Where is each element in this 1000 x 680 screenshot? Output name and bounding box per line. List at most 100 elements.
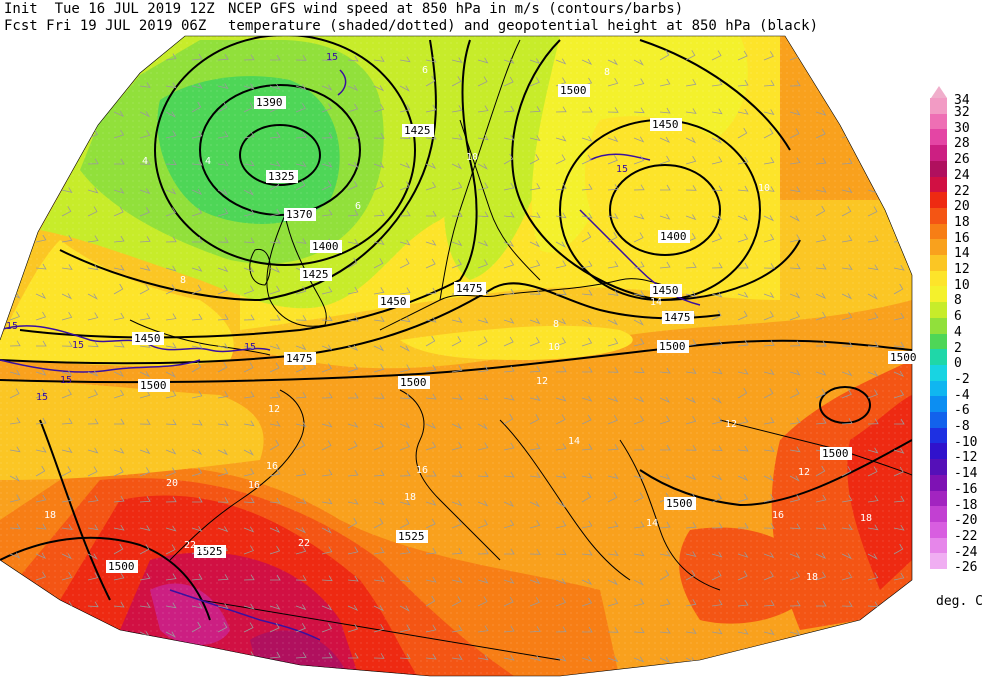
wind-barb [165,419,177,426]
temperature-label: 6 [422,65,428,76]
wind-barb [113,206,124,217]
wind-barb [399,653,411,660]
wind-barb [113,630,125,637]
wind-barb [607,184,619,191]
wind-barb [607,396,619,403]
wind-barb [711,599,723,607]
wind-barb [217,54,229,61]
wind-barb [399,547,411,555]
wind-barb [87,447,99,454]
wind-barb [841,293,853,300]
wind-barb [295,527,307,534]
wind-barb [217,449,229,456]
wind-barb [113,81,125,88]
wind-barb [165,82,177,89]
wind-barb [35,186,47,193]
wind-barb [477,240,489,247]
wind-barb [9,128,20,139]
wind-barb [711,291,723,298]
wind-barb [321,469,333,477]
wind-barb [581,395,593,402]
wind-barb [893,187,905,194]
wind-barb [451,57,463,64]
colorbar-label: -18 [954,497,978,513]
wind-barb [165,188,177,195]
wind-barb [841,601,853,607]
wind-barb [35,446,47,453]
height-label: 1500 [400,376,427,389]
height-label-bg [662,311,694,324]
wind-barb [555,655,567,662]
wind-barb [659,107,671,114]
wind-barb [659,656,671,663]
wind-barb [685,262,697,269]
wind-barb [373,605,385,612]
wind-barb [113,572,125,581]
wind-barb [503,596,514,607]
wind-barb [165,111,176,118]
wind-barb [373,518,384,529]
wind-barb [581,655,593,662]
wind-barb [893,52,905,61]
wind-barb [347,161,359,168]
wind-barb [425,75,436,87]
wind-barb [607,367,619,373]
wind-barb [581,231,592,243]
wind-barb [867,264,879,271]
wind-barb [425,653,437,660]
wind-barb [607,550,619,556]
height-label: 1450 [652,118,679,131]
height-label-bg [132,332,164,345]
wind-barb [347,84,359,91]
wind-barb [321,132,333,139]
wind-barb [841,341,853,347]
wind-barb [893,283,904,295]
wind-barb [789,128,800,139]
colorbar-swatch [930,160,947,177]
wind-barb [61,630,73,637]
wind-barb [295,623,306,633]
wind-barb [529,318,541,325]
wind-barb [737,551,749,558]
wind-barb [217,237,229,243]
wind-barb [399,364,411,373]
wind-barb [477,442,489,451]
wind-barb [685,397,697,404]
wind-barb [321,84,333,91]
wind-barb [607,59,619,66]
wind-barb [841,571,853,581]
wind-barb [139,129,151,139]
wind-barb [581,597,593,607]
wind-barb [9,571,20,581]
wind-barb [737,387,748,399]
wind-barb [581,491,592,503]
height-label-bg [106,560,138,573]
colorbar-label: 14 [954,246,970,262]
wind-barb [192,496,203,503]
wind-barb [243,622,254,633]
wind-barb [789,340,801,347]
wind-barb [529,58,541,65]
wind-barb [607,473,619,480]
wind-barb [737,445,749,452]
wind-barb [425,576,437,583]
wind-barb [399,345,410,352]
wind-barb [295,545,307,555]
wind-barb [321,546,333,555]
wind-barb [633,232,644,243]
temperature-label: 16 [266,461,278,472]
wind-barb [893,572,905,581]
wind-barb [789,311,800,321]
wind-barb [737,214,749,221]
wind-barb [165,544,176,555]
wind-barb [529,135,541,142]
wind-barb [503,211,515,218]
wind-barb [659,261,671,269]
colorbar-label: 8 [954,293,962,309]
wind-barb [841,264,853,270]
wind-barb [425,499,437,506]
wind-barb [711,137,722,144]
wind-barb [139,236,151,243]
wind-barb [451,441,463,451]
wind-barb [87,187,99,194]
